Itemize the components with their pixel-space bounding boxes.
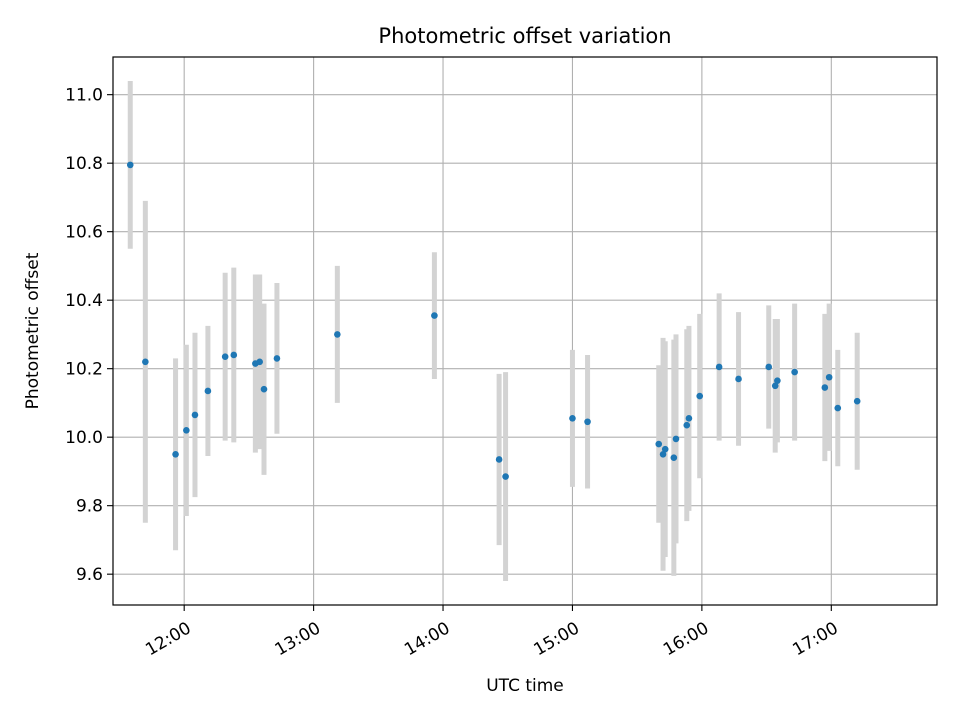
data-point (715, 363, 723, 371)
data-point (260, 385, 268, 393)
data-point (655, 440, 663, 448)
data-point (685, 415, 693, 422)
data-point (221, 353, 229, 360)
y-tick-label: 10.6 (65, 223, 103, 243)
y-tick-label: 9.6 (76, 565, 103, 585)
data-point (172, 451, 179, 458)
data-point (502, 473, 509, 480)
data-point (273, 355, 281, 362)
data-point (256, 358, 263, 366)
x-axis-label: UTC time (486, 676, 564, 696)
y-tick-label: 10.0 (65, 428, 103, 448)
data-point (659, 451, 667, 458)
data-point (569, 415, 576, 422)
grid (113, 57, 937, 605)
data-point (495, 456, 503, 463)
data-point (825, 373, 833, 381)
data-point (142, 358, 149, 366)
chart-title: Photometric offset variation (378, 24, 671, 48)
data-point (853, 397, 861, 405)
data-point (126, 161, 134, 169)
data-point (670, 454, 678, 462)
data-point (683, 421, 691, 429)
data-point (774, 377, 781, 384)
data-points (126, 161, 861, 480)
data-point (765, 363, 773, 371)
data-point (334, 331, 341, 338)
data-point (204, 387, 212, 395)
data-point (821, 384, 829, 391)
data-point (735, 375, 742, 383)
data-point (696, 392, 704, 400)
y-tick-label: 9.8 (76, 497, 103, 517)
data-point (431, 312, 438, 319)
plot-frame (112, 56, 938, 606)
data-point (672, 435, 680, 443)
data-point (191, 411, 199, 419)
data-point (183, 427, 190, 434)
y-tick-label: 10.8 (65, 154, 103, 174)
y-tick-label: 11.0 (65, 86, 103, 106)
data-point (771, 382, 779, 390)
data-point (791, 368, 798, 376)
y-tick-label: 10.4 (65, 291, 103, 311)
y-axis: 9.6 9.8 10.0 10.2 10.4 10.6 10.8 11.0 (65, 86, 113, 585)
y-axis-label: Photometric offset (23, 252, 43, 409)
y-tick-label: 10.2 (65, 360, 103, 380)
data-point (834, 404, 842, 412)
data-point (230, 351, 238, 359)
data-point (584, 418, 591, 426)
data-point (661, 445, 669, 453)
